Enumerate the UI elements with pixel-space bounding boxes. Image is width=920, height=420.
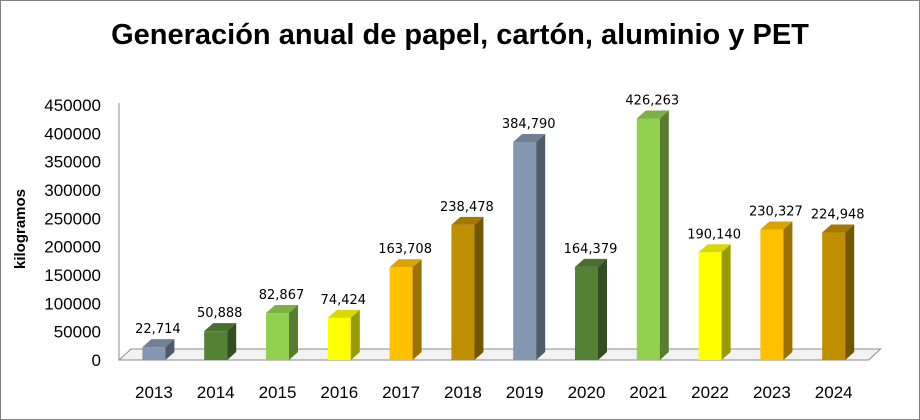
y-tick-label: 400000 [44, 124, 101, 143]
data-label-2015: 82,867 [259, 288, 305, 303]
y-tick-label: 50000 [54, 323, 101, 342]
bar-2024 [822, 224, 855, 360]
bar-2021 [636, 110, 669, 361]
y-tick-label: 350000 [44, 153, 101, 172]
data-label-2018: 238,478 [440, 200, 494, 215]
bar-2020 [575, 258, 607, 360]
data-label-2014: 50,888 [197, 306, 243, 321]
y-tick-label: 150000 [44, 266, 101, 285]
x-tick-label-2017: 2017 [382, 383, 420, 402]
bar-2017 [389, 259, 422, 360]
data-label-2016: 74,424 [321, 293, 367, 308]
y-axis-label: kilogramos [12, 189, 29, 269]
x-tick-label-2020: 2020 [568, 383, 606, 402]
x-tick-label-2016: 2016 [320, 383, 358, 402]
bar-2023 [760, 221, 793, 360]
data-label-2024: 224,948 [811, 208, 865, 223]
y-tick-label: 450000 [44, 96, 101, 115]
x-tick-label-2015: 2015 [259, 383, 297, 402]
y-tick-label: 100000 [44, 294, 101, 313]
chart-floor [117, 348, 882, 361]
x-tick-label-2019: 2019 [506, 383, 544, 402]
y-tick-label: 300000 [44, 181, 101, 200]
data-label-2020: 164,379 [564, 242, 618, 257]
bar-2016 [327, 309, 360, 360]
y-tick-label: 250000 [44, 209, 101, 228]
data-label-2022: 190,140 [687, 227, 741, 242]
bar-2019 [513, 133, 546, 360]
data-label-2021: 426,263 [625, 93, 679, 108]
x-tick-label-2014: 2014 [197, 383, 235, 402]
data-labels: 22,714 50,888 82,867 74,424 163,708 238,478 38… [135, 93, 864, 337]
floor-plane [117, 348, 882, 361]
data-label-2017: 163,708 [378, 242, 432, 257]
bar-2018 [451, 216, 484, 360]
data-label-2023: 230,327 [749, 204, 803, 219]
x-tick-label-2013: 2013 [135, 383, 173, 402]
chart-title: Generación anual de papel, cartón, alumi… [111, 19, 809, 51]
x-tick-label-2024: 2024 [815, 383, 853, 402]
x-axis-ticks: 2013 2014 2015 2016 2017 2018 2019 2020 2021 2022… [135, 383, 853, 402]
data-label-2013: 22,714 [135, 322, 181, 337]
x-tick-label-2022: 2022 [691, 383, 729, 402]
y-tick-label: 200000 [44, 238, 101, 257]
y-tick-label: 0 [92, 351, 101, 370]
x-tick-label-2021: 2021 [629, 383, 667, 402]
bar-2022 [698, 244, 731, 360]
data-label-2019: 384,790 [502, 117, 556, 132]
bar-2015 [266, 305, 298, 360]
x-tick-label-2018: 2018 [444, 383, 482, 402]
bars [142, 110, 855, 361]
bar-2013 [142, 339, 175, 360]
y-axis: 0 50000 100000 150000 200000 250000 300000 3500… [44, 96, 120, 370]
x-tick-label-2023: 2023 [753, 383, 791, 402]
bar-2014 [204, 323, 237, 360]
